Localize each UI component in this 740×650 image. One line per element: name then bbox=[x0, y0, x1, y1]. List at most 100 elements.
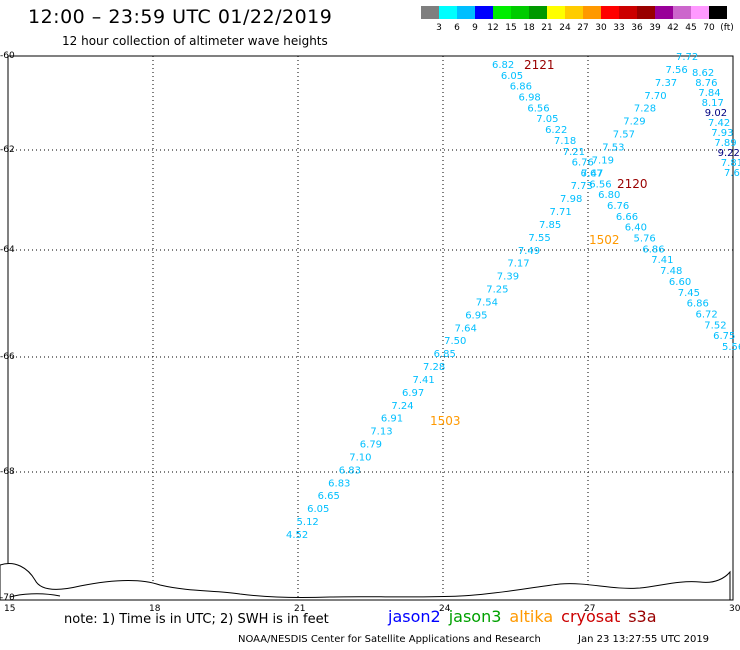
legend-label: 30 bbox=[595, 23, 607, 33]
legend-label: 3 bbox=[436, 23, 442, 33]
swh-value-label: 9.02 bbox=[705, 108, 727, 119]
legend-swatch bbox=[547, 6, 565, 19]
longitude-label: 21 bbox=[294, 604, 306, 614]
swh-value-label: 7.50 bbox=[444, 336, 466, 347]
swh-value-label: 6.56 bbox=[589, 179, 611, 190]
legend-swatch bbox=[691, 6, 709, 19]
satellite-name: altika bbox=[509, 607, 554, 626]
latitude-label: -62 bbox=[0, 145, 15, 155]
legend-label: 70 bbox=[703, 23, 715, 33]
swh-value-label: 7.56 bbox=[665, 65, 687, 76]
swh-value-label: 6.86 bbox=[510, 82, 532, 93]
longitude-label: 18 bbox=[149, 604, 161, 614]
legend-swatch bbox=[655, 6, 673, 19]
swh-value-label: 7.10 bbox=[349, 452, 371, 463]
swh-value-label: 7.71 bbox=[550, 207, 572, 218]
swh-value-label: 7.41 bbox=[651, 255, 673, 266]
legend-swatch bbox=[529, 6, 547, 19]
legend-label: 33 bbox=[613, 23, 625, 33]
legend-swatch bbox=[709, 6, 727, 19]
swh-value-label: 7.64 bbox=[455, 323, 477, 334]
swh-value-label: 7.89 bbox=[714, 138, 736, 149]
swh-value-label: 8.17 bbox=[702, 98, 724, 109]
swh-value-label: 7.54 bbox=[476, 297, 498, 308]
legend-swatch bbox=[637, 6, 655, 19]
footnote: note: 1) Time is in UTC; 2) SWH is in fe… bbox=[64, 612, 329, 627]
swh-value-label: 7.70 bbox=[644, 91, 666, 102]
swh-value-label: 6.79 bbox=[360, 440, 382, 451]
longitude-label: 24 bbox=[439, 604, 451, 614]
satellite-name: s3a bbox=[628, 607, 657, 626]
legend-swatch bbox=[565, 6, 583, 19]
swh-value-label: 7.29 bbox=[623, 117, 645, 128]
credit-line: NOAA/NESDIS Center for Satellite Applica… bbox=[238, 634, 541, 645]
coastline-inner bbox=[9, 593, 61, 598]
swh-value-label: 7.17 bbox=[507, 259, 529, 270]
swh-value-label: 9.22 bbox=[718, 148, 740, 159]
legend-label: 36 bbox=[631, 23, 643, 33]
swh-value-label: 7.84 bbox=[698, 88, 720, 99]
swh-value-label: 6.91 bbox=[381, 414, 403, 425]
swh-value-label: 7.98 bbox=[560, 194, 582, 205]
legend-swatch bbox=[439, 6, 457, 19]
swh-value-label: 7.28 bbox=[423, 362, 445, 373]
swh-value-label: 7.55 bbox=[528, 233, 550, 244]
legend-swatch bbox=[511, 6, 529, 19]
latitude-label: -68 bbox=[0, 467, 15, 477]
swh-value-label: 7.13 bbox=[370, 427, 392, 438]
swh-value-label: 7.53 bbox=[602, 142, 624, 153]
swh-value-label: 7.18 bbox=[554, 136, 576, 147]
swh-value-label: 6.72 bbox=[695, 309, 717, 320]
swh-value-label: 7.24 bbox=[391, 401, 413, 412]
swh-value-label: 7.57 bbox=[613, 130, 635, 141]
swh-value-label: 6.66 bbox=[616, 212, 638, 223]
swh-value-label: 7.47 bbox=[581, 168, 603, 179]
swh-value-label: 6.86 bbox=[642, 244, 664, 255]
swh-value-label: 7.05 bbox=[536, 114, 558, 125]
swh-value-label: 7.19 bbox=[592, 155, 614, 166]
swh-value-label: 6.76 bbox=[607, 201, 629, 212]
legend-label: 42 bbox=[667, 23, 679, 33]
legend-label: 6 bbox=[454, 23, 460, 33]
swh-value-label: 5.56 bbox=[722, 342, 740, 353]
longitude-label: 27 bbox=[584, 604, 596, 614]
legend-label: 18 bbox=[523, 23, 535, 33]
longitude-label: 15 bbox=[4, 604, 16, 614]
longitude-label: 30 bbox=[729, 604, 740, 614]
legend-label: (ft) bbox=[720, 23, 734, 33]
legend-swatch bbox=[619, 6, 637, 19]
swh-value-label: 7.42 bbox=[708, 118, 730, 129]
latitude-label: -70 bbox=[0, 593, 15, 603]
swh-value-label: 6.95 bbox=[465, 310, 487, 321]
swh-value-label: 6.05 bbox=[501, 71, 523, 82]
swh-value-label: 7.28 bbox=[634, 104, 656, 115]
swh-value-label: 7.81 bbox=[721, 158, 740, 169]
legend-label: 9 bbox=[472, 23, 478, 33]
graticule bbox=[8, 56, 733, 600]
swh-value-label: 7.49 bbox=[518, 246, 540, 257]
swh-value-label: 6.82 bbox=[492, 60, 514, 71]
legend-label: 12 bbox=[487, 23, 499, 33]
swh-value-label: 7.52 bbox=[704, 320, 726, 331]
swh-value-label: 4.52 bbox=[286, 530, 308, 541]
pass-id-label: 1502 bbox=[589, 233, 620, 247]
swh-value-label: 5.76 bbox=[634, 234, 656, 245]
generation-timestamp: Jan 23 13:27:55 UTC 2019 bbox=[578, 634, 710, 645]
legend-label: 27 bbox=[577, 23, 589, 33]
latitude-label: -66 bbox=[0, 352, 15, 362]
swh-value-label: 7.21 bbox=[563, 147, 585, 158]
map-title: 12:00 – 23:59 UTC 01/22/2019 bbox=[28, 6, 333, 28]
swh-value-label: 7.73 bbox=[571, 181, 593, 192]
swh-value-label: 7.60 bbox=[724, 168, 740, 179]
swh-value-label: 6.65 bbox=[318, 491, 340, 502]
legend-label: 24 bbox=[559, 23, 571, 33]
pass-id-label: 1503 bbox=[430, 414, 461, 428]
swh-value-label: 7.48 bbox=[660, 266, 682, 277]
altimeter-tracks: 6.826.056.866.986.567.056.227.187.216.76… bbox=[286, 52, 740, 541]
pass-id-label: 2120 bbox=[617, 177, 648, 191]
swh-value-label: 7.93 bbox=[711, 128, 733, 139]
swh-value-label: 6.97 bbox=[402, 388, 424, 399]
legend-swatch bbox=[583, 6, 601, 19]
swh-value-label: 8.76 bbox=[695, 78, 717, 89]
